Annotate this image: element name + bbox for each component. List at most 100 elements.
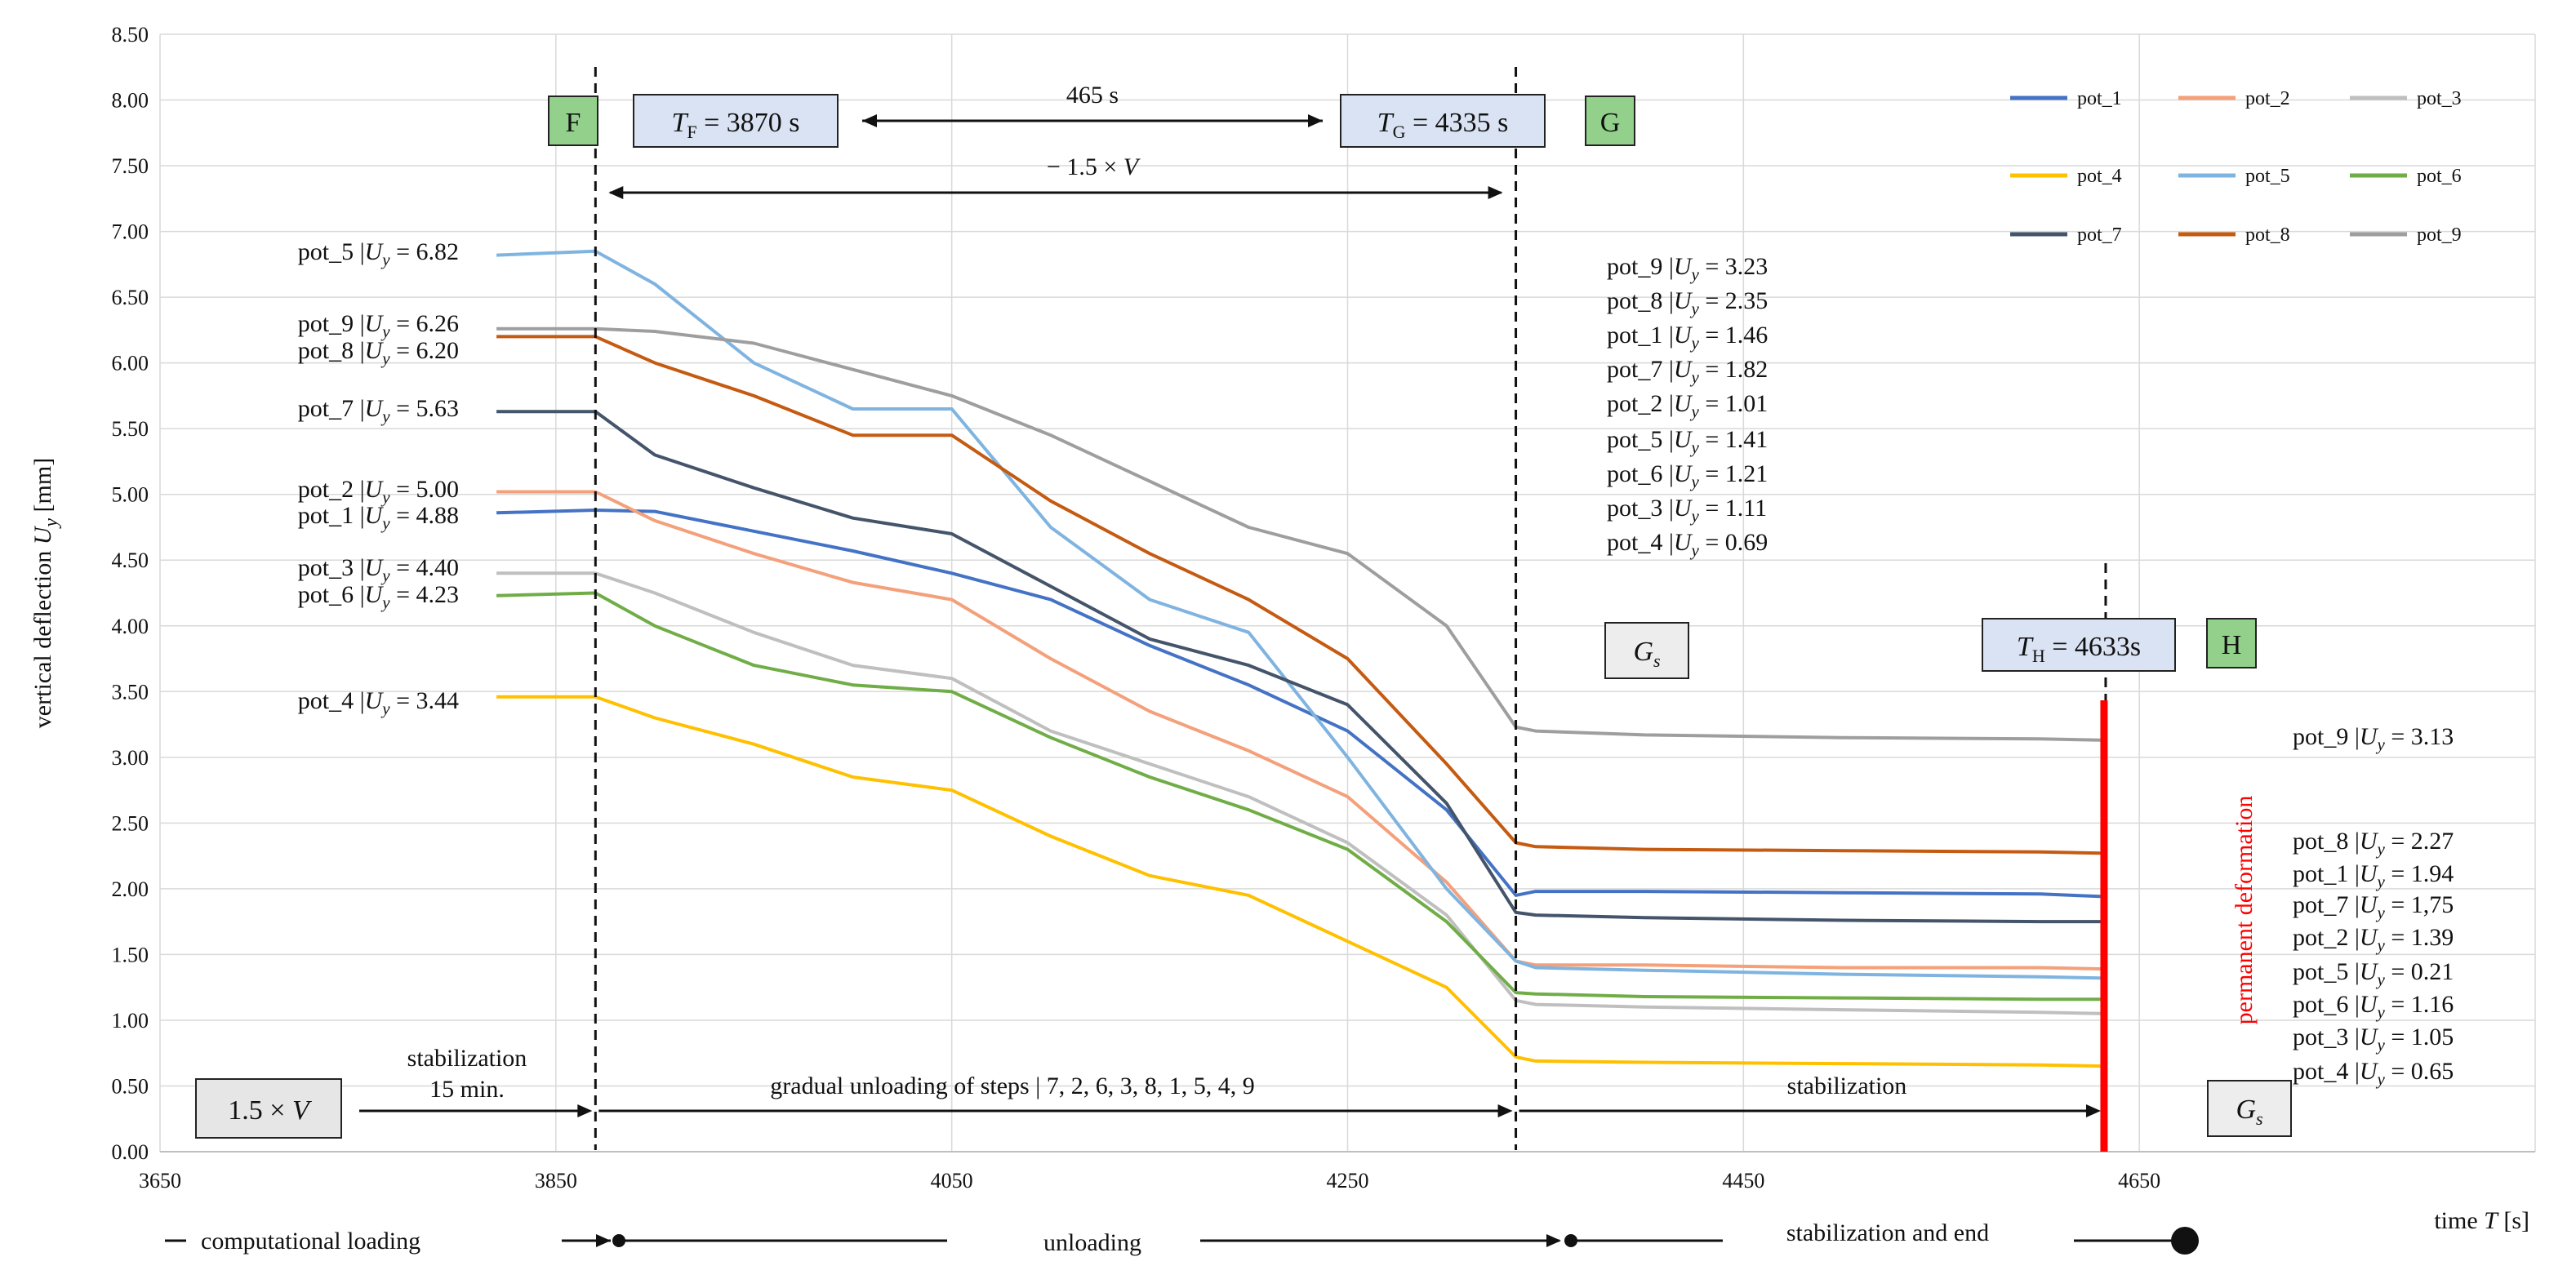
y-tick-label: 0.00 bbox=[112, 1140, 149, 1164]
stabilization-label-1: stabilization bbox=[407, 1045, 527, 1072]
time-box-tg-label: TG = 4335 s bbox=[1377, 108, 1509, 142]
phase-arrow-2-head bbox=[1546, 1234, 1561, 1247]
y-tick-label: 1.00 bbox=[112, 1009, 149, 1033]
y-tick-label: 2.50 bbox=[112, 811, 149, 835]
legend-label-pot-8: pot_8 bbox=[2245, 224, 2290, 246]
time-box-tg-box bbox=[1340, 94, 1546, 148]
start-box bbox=[195, 1078, 342, 1139]
left-label-pot-6: pot_6 |Uy = 4.23 bbox=[298, 581, 459, 612]
annotations: permanent deformation F G H TF = 3870 s TG = … bbox=[195, 67, 2454, 1152]
x-tick-label: 4650 bbox=[2118, 1169, 2160, 1193]
mid-label-pot-6: pot_6 |Uy = 1.21 bbox=[1607, 460, 1768, 491]
phase-label-computational-loading: computational loading bbox=[201, 1228, 420, 1255]
duration-label: 465 s bbox=[1066, 82, 1119, 109]
y-tick-label: 8.00 bbox=[112, 89, 149, 113]
right-label-pot-2: pot_2 |Uy = 1.39 bbox=[2293, 924, 2454, 955]
time-box-th-label: TH = 4633s bbox=[2017, 632, 2141, 666]
factor-arrow-head-left bbox=[608, 186, 624, 199]
time-box-th-box bbox=[1982, 618, 2176, 672]
legend-label-pot-7: pot_7 bbox=[2077, 224, 2122, 246]
gs-marker-bottom-label: Gs bbox=[2236, 1095, 2262, 1129]
mid-label-pot-2: pot_2 |Uy = 1.01 bbox=[1607, 390, 1768, 421]
x-tick-label: 4250 bbox=[1327, 1169, 1369, 1193]
time-box-tf-box bbox=[633, 94, 839, 148]
series-line-pot-1 bbox=[496, 509, 2107, 899]
axes: 0.00 0.50 1.00 1.50 2.00 2.50 3.00 3.50 4.00 4.50… bbox=[29, 23, 2535, 1234]
x-tick-label: 4050 bbox=[931, 1169, 973, 1193]
start-box-label: 1.5 × V bbox=[228, 1095, 313, 1126]
gs-marker-bottom-box bbox=[2207, 1080, 2292, 1137]
stabilization-label-2: 15 min. bbox=[429, 1076, 505, 1103]
phase-dot-end bbox=[2171, 1227, 2199, 1255]
left-label-pot-3: pot_3 |Uy = 4.40 bbox=[298, 554, 459, 585]
permanent-deformation-label: permanent deformation bbox=[2231, 796, 2258, 1025]
y-tick-label: 7.00 bbox=[112, 220, 149, 244]
stabilization-arrow-right-head bbox=[2085, 1104, 2101, 1117]
mid-label-pot-9: pot_9 |Uy = 3.23 bbox=[1607, 253, 1768, 284]
x-tick-label: 3850 bbox=[535, 1169, 577, 1193]
marker-h-label: H bbox=[2222, 630, 2242, 660]
mid-label-pot-5: pot_5 |Uy = 1.41 bbox=[1607, 426, 1768, 457]
x-tick-label: 4450 bbox=[1722, 1169, 1764, 1193]
y-tick-label: 5.50 bbox=[112, 417, 149, 441]
left-label-pot-8: pot_8 |Uy = 6.20 bbox=[298, 337, 459, 368]
legend-label-pot-5: pot_5 bbox=[2245, 166, 2290, 187]
marker-f-label: F bbox=[566, 108, 581, 138]
series-line-pot-6 bbox=[496, 591, 2106, 1002]
y-tick-label: 4.00 bbox=[112, 615, 149, 638]
series-line-pot-8 bbox=[496, 335, 2107, 855]
right-label-pot-5: pot_5 |Uy = 0.21 bbox=[2293, 958, 2454, 989]
legend-label-pot-2: pot_2 bbox=[2245, 88, 2290, 109]
grid bbox=[159, 33, 2536, 1153]
legend-label-pot-9: pot_9 bbox=[2417, 224, 2462, 246]
right-label-pot-6: pot_6 |Uy = 1.16 bbox=[2293, 991, 2454, 1022]
series-line-pot-4 bbox=[496, 695, 2107, 1068]
y-tick-label: 3.00 bbox=[112, 746, 149, 770]
y-tick-label: 6.00 bbox=[112, 352, 149, 375]
right-label-pot-9: pot_9 |Uy = 3.13 bbox=[2293, 723, 2454, 754]
right-label-pot-7: pot_7 |Uy = 1,75 bbox=[2293, 891, 2454, 922]
legend-label-pot-4: pot_4 bbox=[2077, 166, 2122, 187]
y-tick-label: 1.50 bbox=[112, 943, 149, 966]
mid-label-pot-3: pot_3 |Uy = 1.11 bbox=[1607, 495, 1767, 526]
mid-label-pot-7: pot_7 |Uy = 1.82 bbox=[1607, 356, 1768, 387]
unloading-arrow-head bbox=[1497, 1104, 1513, 1117]
right-label-pot-8: pot_8 |Uy = 2.27 bbox=[2293, 828, 2454, 859]
series-line-pot-9 bbox=[496, 326, 2107, 742]
series-line-pot-2 bbox=[496, 490, 2107, 971]
left-label-pot-5: pot_5 |Uy = 6.82 bbox=[298, 238, 459, 269]
y-tick-label: 6.50 bbox=[112, 286, 149, 309]
left-label-pot-1: pot_1 |Uy = 4.88 bbox=[298, 502, 459, 533]
right-label-pot-3: pot_3 |Uy = 1.05 bbox=[2293, 1024, 2454, 1055]
legend-label-pot-6: pot_6 bbox=[2417, 166, 2462, 187]
y-tick-label: 3.50 bbox=[112, 680, 149, 704]
time-box-tf-label: TF = 3870 s bbox=[671, 108, 799, 142]
y-tick-label: 8.50 bbox=[112, 23, 149, 47]
phase-label-unloading: unloading bbox=[1043, 1229, 1141, 1256]
right-label-pot-4: pot_4 |Uy = 0.65 bbox=[2293, 1058, 2454, 1089]
marker-g-box bbox=[1585, 95, 1635, 146]
left-label-pot-2: pot_2 |Uy = 5.00 bbox=[298, 476, 459, 507]
mid-label-pot-8: pot_8 |Uy = 2.35 bbox=[1607, 287, 1768, 318]
unloading-steps-label: gradual unloading of steps | 7, 2, 6, 3,… bbox=[770, 1073, 1254, 1099]
phase-label-stabilization-end: stabilization and end bbox=[1786, 1219, 1989, 1246]
series-line-pot-3 bbox=[496, 571, 2107, 1015]
left-label-pot-4: pot_4 |Uy = 3.44 bbox=[298, 687, 459, 718]
marker-h-box bbox=[2206, 618, 2257, 668]
left-label-pot-7: pot_7 |Uy = 5.63 bbox=[298, 395, 459, 426]
factor-arrow-head-right bbox=[1488, 186, 1503, 199]
mid-label-pot-4: pot_4 |Uy = 0.69 bbox=[1607, 529, 1768, 560]
duration-arrow-head-left bbox=[862, 114, 877, 127]
y-tick-label: 0.50 bbox=[112, 1074, 149, 1098]
phase-timeline: computational loading unloading stabilizat… bbox=[165, 1219, 2199, 1256]
series-line-pot-5 bbox=[496, 249, 2107, 980]
y-tick-label: 7.50 bbox=[112, 154, 149, 178]
legend-label-pot-1: pot_1 bbox=[2077, 88, 2122, 109]
legend-label-pot-3: pot_3 bbox=[2417, 88, 2462, 109]
left-label-pot-9: pot_9 |Uy = 6.26 bbox=[298, 310, 459, 341]
y-tick-label: 5.00 bbox=[112, 483, 149, 507]
stabilization-arrow-left-head bbox=[577, 1104, 593, 1117]
factor-label: − 1.5 × V bbox=[1047, 153, 1141, 180]
gs-marker-top-label: Gs bbox=[1633, 637, 1660, 671]
